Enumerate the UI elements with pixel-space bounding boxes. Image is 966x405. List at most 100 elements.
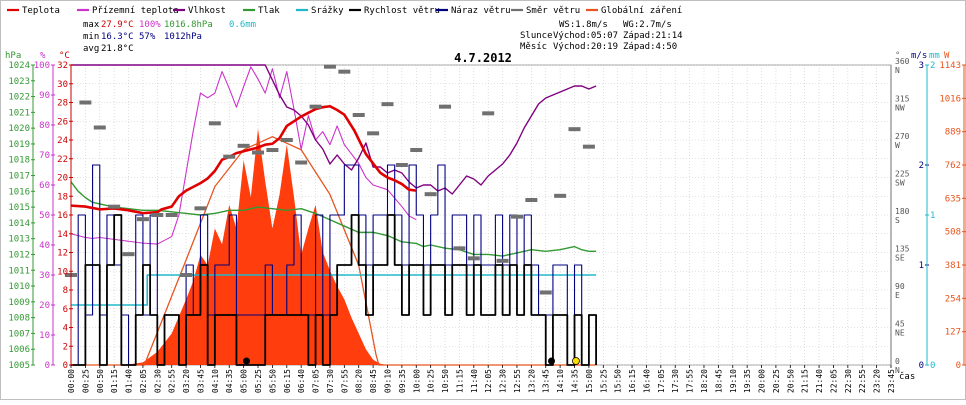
temp-axis-tick-label: 8 [63,286,68,296]
temperature-line [70,104,417,215]
info-ws: WS:1.8m/s [559,20,608,30]
time-tick-label: 12:30 [499,369,508,393]
time-tick-label: 12:55 [513,369,522,393]
time-tick-label: 17:30 [671,369,680,393]
legend-label: Srážky [311,6,344,16]
deg-dir-label: NE [895,329,905,338]
hpa-axis-tick-label: 1009 [8,298,30,308]
time-tick-label: 22:55 [858,369,867,393]
stat-max-label: max [83,20,100,30]
w-axis-tick-label: 0 [956,361,961,371]
humidity-line [71,64,597,195]
mm-axis-tick-label: 1 [930,211,935,221]
wind-direction-point [352,113,365,117]
time-tick-label: 04:10 [211,369,220,393]
time-tick-label: 04:35 [225,369,234,393]
deg-dir-label: W [895,141,900,150]
time-tick-label: 18:20 [700,369,709,393]
time-tick-label: 21:15 [801,369,810,393]
time-tick-label: 02:30 [153,369,162,393]
hpa-axis-tick-label: 1010 [8,282,30,292]
time-tick-label: 13:20 [527,369,536,393]
deg-tick-label: 225 [895,170,910,179]
deg-tick-label: 180 [895,207,910,216]
axes: 1005100610071008100910101011101210131014… [8,57,966,393]
axis-title-pct: % [40,51,46,61]
time-tick-label: 05:25 [254,369,263,393]
ms-axis-tick-label: 1 [919,261,924,271]
wind-direction-point [108,204,121,209]
hpa-axis-tick-label: 1007 [8,329,30,339]
pct-axis-tick-label: 80 [39,121,50,131]
time-tick-label: 13:45 [542,369,551,393]
hpa-axis-tick-label: 1016 [8,187,30,197]
stat-min-label: min [83,32,99,42]
info-block: WS:1.8m/s WG:2.7m/s Slunce Východ:05:07 … [520,20,683,52]
wind-direction-point [510,214,523,219]
deg-tick-label: 360 [895,57,910,66]
time-tick-label: 20:00 [758,369,767,393]
wind-direction-point [309,104,322,109]
temp-axis-tick-label: 30 [57,80,68,90]
wind-direction-point [554,193,567,198]
w-axis-tick-label: 381 [945,261,961,271]
wind-direction-point [482,111,495,116]
wind-direction-point [568,127,581,132]
info-moon-label: Měsíc [520,42,547,52]
time-tick-label: 20:50 [786,369,795,393]
pct-axis-tick-label: 30 [39,271,50,281]
temp-axis-tick-label: 0 [63,361,68,371]
stat-max-temp: 27.9°C [101,20,134,30]
deg-dir-label: E [895,291,900,300]
w-axis-tick-label: 635 [945,194,961,204]
time-tick-label: 23:20 [873,369,882,393]
legend-label: Přízemní teplota [92,6,179,16]
wind-direction-point [180,273,193,277]
time-tick-label: 10:25 [427,369,436,393]
time-tick-label: 16:40 [642,369,651,393]
deg-dir-label: N [895,366,900,375]
time-tick-label: 06:15 [283,369,292,393]
hpa-axis-tick-label: 1008 [8,314,30,324]
wind-speed-line [71,214,597,366]
hpa-axis-tick-label: 1017 [8,172,30,182]
hpa-axis-tick-label: 1019 [8,140,30,150]
temp-axis-tick-label: 10 [57,267,68,277]
wind-direction-series [65,64,595,365]
w-axis-tick-label: 889 [945,128,961,138]
temp-axis-tick-label: 16 [57,211,68,221]
ms-axis-tick-label: 2 [919,161,924,171]
time-tick-label: 19:10 [729,369,738,393]
temp-axis-tick-label: 20 [57,174,68,184]
time-tick-label: 16:15 [628,369,637,393]
legend-label: Teplota [22,6,60,16]
wind-direction-point [122,252,135,257]
time-tick-label: 20:25 [772,369,781,393]
wind-direction-point [208,121,221,126]
legend-label: Směr větru [526,6,580,16]
time-tick-label: 11:40 [470,369,479,393]
pct-axis-tick-label: 20 [39,301,50,311]
time-tick-label: 07:05 [312,369,321,393]
time-tick-label: 07:30 [326,369,335,393]
wind-direction-point [410,148,423,152]
info-moonset: Západ:4:50 [623,42,677,52]
time-tick-label: 11:15 [455,369,464,393]
mm-axis-tick-label: 2 [930,61,935,71]
w-axis-tick-label: 1016 [939,94,961,104]
time-tick-label: 07:55 [340,369,349,393]
axis-title-ms: m/s [911,51,927,61]
wind-direction-point [338,69,351,74]
temp-axis-tick-label: 2 [63,342,68,352]
pressure-line [70,181,597,257]
w-axis-tick-label: 1143 [939,61,961,71]
temp-axis-tick-label: 12 [57,249,68,259]
time-tick-label: 22:05 [829,369,838,393]
wind-direction-point [424,192,437,197]
time-tick-label: 03:45 [196,369,205,393]
w-axis-tick-label: 127 [945,328,961,338]
wind-direction-point [194,206,207,211]
stats-block: max 27.9°C 100% 1016.8hPa 0.6mm min 16.3… [83,20,256,54]
time-tick-label: 00:50 [96,369,105,393]
axis-title-c: °C [59,51,70,61]
